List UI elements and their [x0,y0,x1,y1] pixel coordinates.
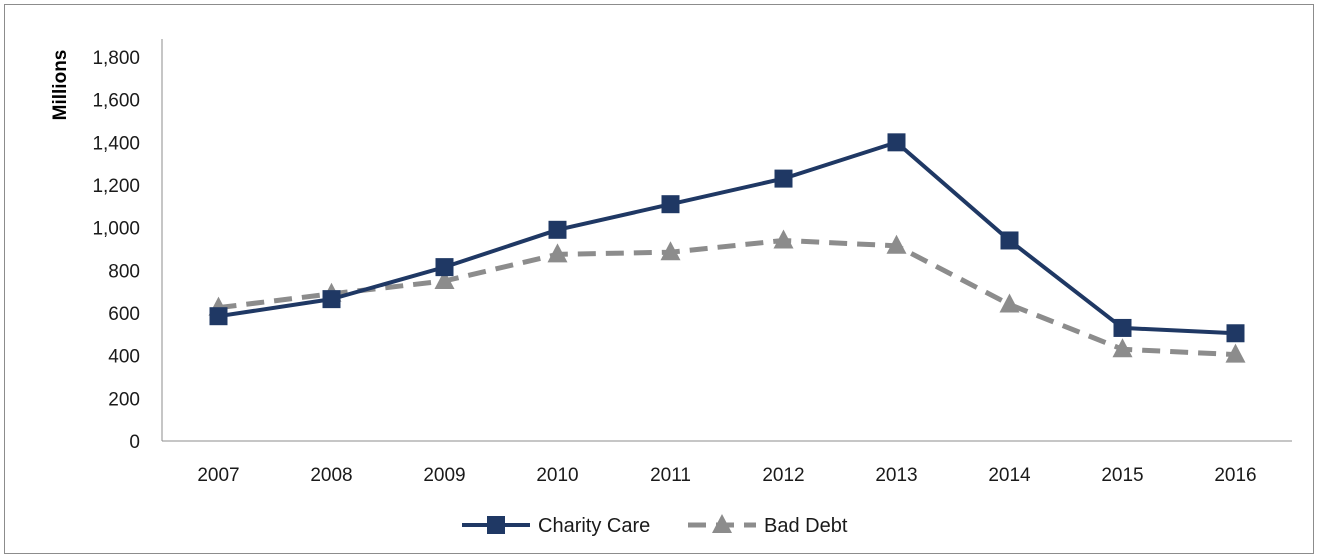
legend-label: Bad Debt [764,515,848,537]
y-tick-labels: 0 200 400 600 800 1,000 1,200 1,400 1,600 1,800 [92,48,140,453]
series-charity-care [209,133,1245,343]
series-line [218,140,1236,336]
data-point [1113,318,1132,337]
y-tick-label: 800 [108,261,140,282]
y-tick-label: 400 [108,347,140,368]
data-point [435,258,454,277]
data-point [547,243,568,263]
data-point [1000,231,1019,250]
data-point [999,293,1020,313]
axes [161,39,1292,442]
data-point [661,195,680,214]
data-point [774,169,793,188]
y-axis-label: Millions [50,50,71,121]
data-point [322,290,341,309]
series-layer [208,133,1246,363]
data-point [1225,343,1246,363]
legend-item-charity-care: Charity Care [462,515,650,537]
y-tick-label: 0 [129,432,140,453]
legend-triangle-marker [712,514,732,533]
data-point [773,229,794,249]
series-bad-debt [208,229,1246,363]
x-tick-label: 2008 [310,465,352,486]
y-tick-label: 1,000 [92,219,140,240]
y-tick-label: 1,800 [92,48,140,69]
x-tick-label: 2013 [875,465,917,486]
x-tick-label: 2016 [1214,465,1256,486]
x-tick-label: 2015 [1101,465,1143,486]
legend-square-marker [487,516,505,534]
x-tick-label: 2009 [423,465,465,486]
data-point [434,270,455,289]
series-line [218,237,1236,358]
data-point [887,133,906,152]
legend-item-bad-debt: Bad Debt [688,514,848,537]
data-point [886,234,907,254]
data-point [1226,324,1245,343]
chart-frame [4,4,1314,554]
legend: Charity Care Bad Debt [462,514,848,537]
data-point [1112,338,1133,358]
y-tick-label: 600 [108,304,140,325]
y-tick-label: 1,600 [92,91,140,112]
x-tick-label: 2014 [988,465,1031,486]
data-point [209,307,228,326]
data-point [548,220,567,239]
data-point [660,241,681,261]
x-tick-label: 2011 [650,465,691,486]
y-tick-label: 200 [108,389,140,410]
legend-label: Charity Care [538,515,650,537]
y-tick-label: 1,400 [92,133,140,154]
y-tick-label: 1,200 [92,176,140,197]
x-tick-label: 2010 [536,465,578,486]
x-tick-label: 2007 [197,465,239,486]
x-tick-labels: 2007 2008 2009 2010 2011 2012 2013 2014 2015 2016 [197,465,1256,486]
x-tick-label: 2012 [762,465,804,486]
